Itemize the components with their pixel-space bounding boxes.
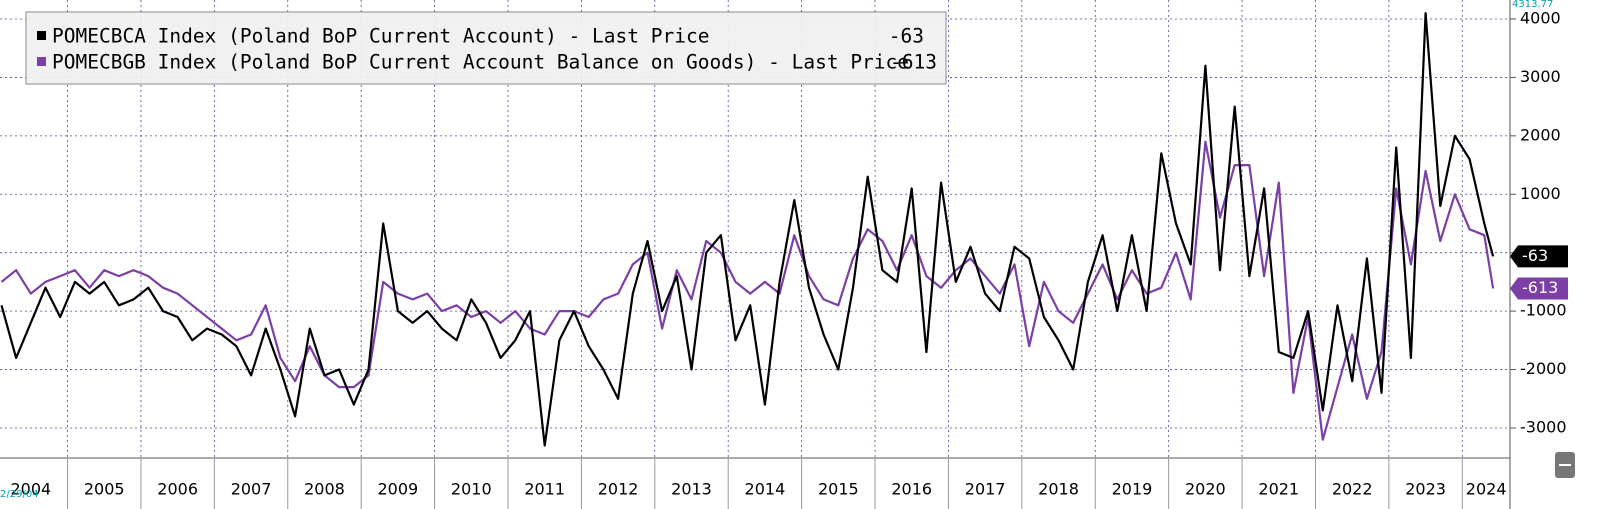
x-tick-label: 2015: [818, 480, 859, 499]
x-axis-band: [0, 458, 1510, 509]
last-value-box: [1510, 245, 1568, 268]
x-tick-label: 2018: [1038, 480, 1079, 499]
x-tick-label: 2008: [304, 480, 345, 499]
axes: -3000-2000-10000100020003000400020042005…: [10, 8, 1568, 509]
lines: [0, 12, 1495, 447]
x-tick-label: 2019: [1112, 480, 1153, 499]
x-tick-label: 2022: [1332, 480, 1373, 499]
y-tick-label: -1000: [1520, 301, 1567, 320]
x-tick-label: 2017: [965, 480, 1006, 499]
legend-marker: [37, 57, 46, 66]
y-tick-label: -2000: [1520, 359, 1567, 378]
x-tick-label: 2011: [524, 480, 565, 499]
last-value-label: -63: [1522, 246, 1548, 265]
x-tick-label: 2012: [598, 480, 639, 499]
x-tick-label: 2016: [891, 480, 932, 499]
x-tick-label: 2014: [745, 480, 786, 499]
x-tick-label: 2021: [1258, 480, 1299, 499]
legend: POMECBCA Index (Poland BoP Current Accou…: [25, 11, 947, 85]
x-tick-label: 2024: [1466, 480, 1507, 499]
x-tick-label: 2020: [1185, 480, 1226, 499]
x-tick-label: 2023: [1405, 480, 1446, 499]
y-tick-label: 4000: [1520, 8, 1561, 27]
series-line: [0, 140, 1495, 441]
y-tick-label: 2000: [1520, 125, 1561, 144]
x-tick-label: 2010: [451, 480, 492, 499]
start-date-annotation: 2/29/04: [0, 489, 39, 500]
legend-value: -613: [890, 51, 937, 74]
last-value-label: -613: [1522, 278, 1558, 297]
x-tick-label: 2013: [671, 480, 712, 499]
x-tick-label: 2009: [378, 480, 419, 499]
legend-box: [25, 11, 947, 85]
max-annotation: 4313.77: [1512, 0, 1553, 10]
legend-marker: [37, 31, 46, 40]
legend-label: POMECBCA Index (Poland BoP Current Accou…: [52, 25, 709, 48]
x-tick-label: 2006: [157, 480, 198, 499]
series-line: [0, 12, 1495, 447]
x-tick-label: 2004: [10, 480, 51, 499]
x-tick-label: 2007: [231, 480, 272, 499]
y-tick-label: 1000: [1520, 184, 1561, 203]
x-tick-label: 2005: [84, 480, 125, 499]
last-value-box: [1510, 277, 1568, 300]
y-tick-label: 3000: [1520, 67, 1561, 86]
legend-value: -63: [889, 25, 924, 48]
y-tick-label: -3000: [1520, 417, 1567, 436]
legend-label: POMECBGB Index (Poland BoP Current Accou…: [52, 51, 909, 74]
